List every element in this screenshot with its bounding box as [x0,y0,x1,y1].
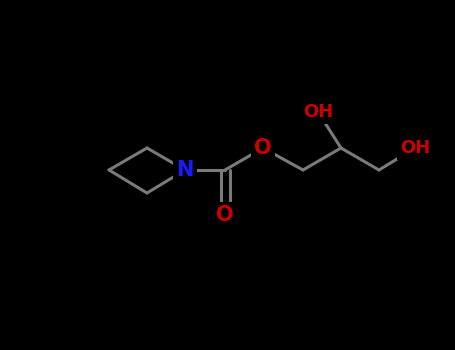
Text: OH: OH [400,139,430,157]
Text: O: O [254,138,272,158]
Text: O: O [216,205,234,225]
Text: OH: OH [303,103,333,121]
Text: N: N [177,160,194,180]
